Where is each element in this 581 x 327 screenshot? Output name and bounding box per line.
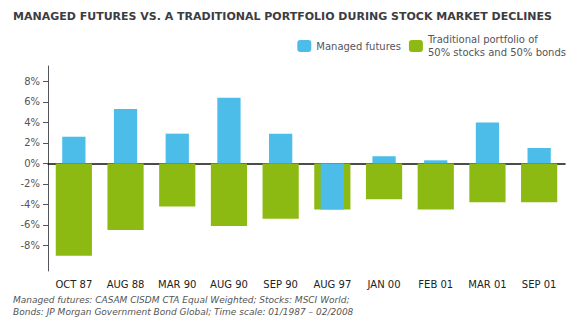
svg-text:2%: 2% (24, 137, 40, 148)
svg-text:50% stocks and 50% bonds: 50% stocks and 50% bonds (428, 47, 566, 58)
svg-text:-4%: -4% (21, 199, 40, 210)
svg-text:MANAGED FUTURES VS. A TRADITIO: MANAGED FUTURES VS. A TRADITIONAL PORTFO… (13, 10, 552, 23)
svg-text:JAN 00: JAN 00 (367, 279, 401, 290)
svg-text:AUG 88: AUG 88 (107, 279, 145, 290)
svg-text:Traditional portfolio of: Traditional portfolio of (427, 34, 538, 45)
svg-text:-2%: -2% (21, 178, 40, 189)
svg-text:-6%: -6% (21, 219, 40, 230)
svg-text:-8%: -8% (21, 240, 40, 251)
svg-text:4%: 4% (24, 117, 40, 128)
svg-text:SEP 90: SEP 90 (263, 279, 298, 290)
svg-text:Bonds: JP Morgan Government Bo: Bonds: JP Morgan Government Bond Global;… (13, 307, 354, 317)
svg-text:AUG 90: AUG 90 (210, 279, 248, 290)
svg-text:0%: 0% (24, 158, 40, 169)
svg-text:Managed futures: Managed futures (316, 41, 401, 52)
svg-text:8%: 8% (24, 76, 40, 87)
svg-text:SEP 01: SEP 01 (522, 279, 557, 290)
svg-text:Managed futures: CASAM CISDM C: Managed futures: CASAM CISDM CTA Equal W… (13, 295, 350, 305)
svg-text:6%: 6% (24, 96, 40, 107)
svg-text:AUG 97: AUG 97 (313, 279, 351, 290)
svg-text:MAR 01: MAR 01 (468, 279, 506, 290)
svg-text:FEB 01: FEB 01 (418, 279, 453, 290)
svg-text:OCT 87: OCT 87 (55, 279, 92, 290)
svg-text:MAR 90: MAR 90 (158, 279, 196, 290)
